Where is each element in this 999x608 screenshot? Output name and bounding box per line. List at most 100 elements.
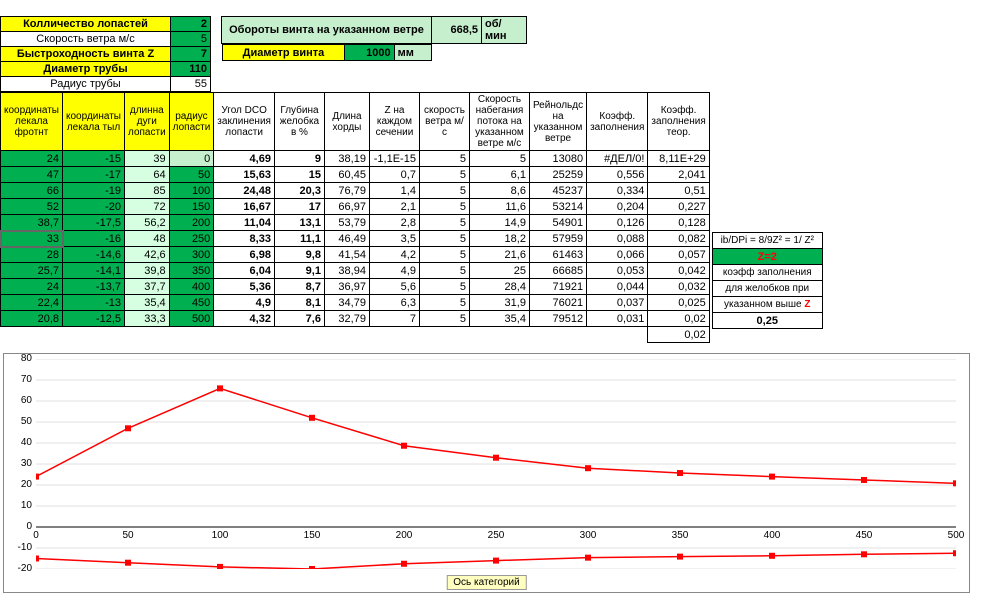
cell[interactable]: 0,037 <box>587 295 648 311</box>
cell[interactable]: -13,7 <box>63 279 125 295</box>
cell[interactable]: 5 <box>469 151 529 167</box>
cell[interactable]: 250 <box>169 231 214 247</box>
cell[interactable]: 8,7 <box>274 279 324 295</box>
cell[interactable]: 20,3 <box>274 183 324 199</box>
cell[interactable]: 5 <box>419 215 469 231</box>
cell[interactable]: -16 <box>63 231 125 247</box>
cell[interactable]: 31,9 <box>469 295 529 311</box>
cell[interactable]: 66,97 <box>324 199 369 215</box>
cell[interactable]: 5 <box>419 199 469 215</box>
cell[interactable]: 76021 <box>529 295 586 311</box>
cell[interactable]: 41,54 <box>324 247 369 263</box>
cell[interactable]: 0,053 <box>587 263 648 279</box>
cell[interactable]: 3,5 <box>369 231 419 247</box>
cell[interactable]: 0,031 <box>587 311 648 327</box>
cell[interactable]: 38,7 <box>1 215 63 231</box>
cell[interactable]: 0,556 <box>587 167 648 183</box>
cell[interactable]: -12,5 <box>63 311 125 327</box>
cell[interactable]: 2,041 <box>648 167 709 183</box>
cell[interactable]: 0,128 <box>648 215 709 231</box>
cell[interactable]: 28 <box>1 247 63 263</box>
cell[interactable]: 4,9 <box>214 295 275 311</box>
cell[interactable]: 5 <box>419 263 469 279</box>
cell[interactable]: 5 <box>419 279 469 295</box>
cell[interactable]: 15 <box>274 167 324 183</box>
cell[interactable]: 4,2 <box>369 247 419 263</box>
cell[interactable]: 0,7 <box>369 167 419 183</box>
cell[interactable]: 14,9 <box>469 215 529 231</box>
cell[interactable]: 33 <box>1 231 63 247</box>
cell[interactable]: 11,1 <box>274 231 324 247</box>
cell[interactable]: -13 <box>63 295 125 311</box>
cell[interactable]: 38,94 <box>324 263 369 279</box>
cell[interactable]: 13,1 <box>274 215 324 231</box>
cell[interactable]: 5 <box>419 311 469 327</box>
cell[interactable]: 450 <box>169 295 214 311</box>
cell[interactable]: 21,6 <box>469 247 529 263</box>
cell[interactable]: 20,8 <box>1 311 63 327</box>
param-value[interactable]: 2 <box>171 17 211 32</box>
cell[interactable]: 150 <box>169 199 214 215</box>
cell[interactable]: 24,48 <box>214 183 275 199</box>
cell[interactable]: 39 <box>125 151 170 167</box>
cell[interactable]: 500 <box>169 311 214 327</box>
cell[interactable]: 36,97 <box>324 279 369 295</box>
cell[interactable]: 66685 <box>529 263 586 279</box>
cell[interactable]: 52 <box>1 199 63 215</box>
cell[interactable]: -20 <box>63 199 125 215</box>
cell[interactable]: 46,49 <box>324 231 369 247</box>
cell[interactable]: 1,4 <box>369 183 419 199</box>
cell[interactable]: 13080 <box>529 151 586 167</box>
cell[interactable]: 53214 <box>529 199 586 215</box>
cell[interactable]: 0,334 <box>587 183 648 199</box>
cell[interactable]: 0,025 <box>648 295 709 311</box>
param-value[interactable]: 110 <box>171 62 211 77</box>
cell[interactable]: 17 <box>274 199 324 215</box>
cell[interactable]: 35,4 <box>469 311 529 327</box>
cell[interactable]: 8,1 <box>274 295 324 311</box>
cell[interactable]: 11,04 <box>214 215 275 231</box>
cell[interactable]: 9 <box>274 151 324 167</box>
cell[interactable]: 8,33 <box>214 231 275 247</box>
cell[interactable]: 5 <box>419 295 469 311</box>
cell[interactable]: 54901 <box>529 215 586 231</box>
cell[interactable]: 8,11E+29 <box>648 151 709 167</box>
cell[interactable]: 5 <box>419 183 469 199</box>
cell[interactable]: 0,044 <box>587 279 648 295</box>
param-value[interactable]: 7 <box>171 47 211 62</box>
cell[interactable]: 0,082 <box>648 231 709 247</box>
cell[interactable]: 11,6 <box>469 199 529 215</box>
cell[interactable]: 25 <box>469 263 529 279</box>
cell[interactable]: 5,6 <box>369 279 419 295</box>
cell[interactable]: 39,8 <box>125 263 170 279</box>
cell[interactable]: 7,6 <box>274 311 324 327</box>
cell[interactable]: 200 <box>169 215 214 231</box>
cell[interactable]: -14,1 <box>63 263 125 279</box>
cell[interactable]: -1,1E-15 <box>369 151 419 167</box>
cell[interactable]: 100 <box>169 183 214 199</box>
cell[interactable]: 0,227 <box>648 199 709 215</box>
cell[interactable]: 0,126 <box>587 215 648 231</box>
cell[interactable]: 2,1 <box>369 199 419 215</box>
cell[interactable]: 24 <box>1 151 63 167</box>
cell[interactable]: 60,45 <box>324 167 369 183</box>
cell[interactable]: 400 <box>169 279 214 295</box>
cell[interactable]: 0,204 <box>587 199 648 215</box>
cell[interactable]: 57959 <box>529 231 586 247</box>
param-value[interactable]: 5 <box>171 32 211 47</box>
cell[interactable]: 61463 <box>529 247 586 263</box>
cell[interactable]: 9,8 <box>274 247 324 263</box>
cell[interactable]: 42,6 <box>125 247 170 263</box>
cell[interactable]: 5 <box>419 151 469 167</box>
cell[interactable]: 53,79 <box>324 215 369 231</box>
cell[interactable]: 25259 <box>529 167 586 183</box>
cell[interactable]: 8,6 <box>469 183 529 199</box>
cell[interactable]: 37,7 <box>125 279 170 295</box>
cell[interactable]: 72 <box>125 199 170 215</box>
cell[interactable]: 47 <box>1 167 63 183</box>
cell[interactable]: 56,2 <box>125 215 170 231</box>
cell[interactable]: 6,3 <box>369 295 419 311</box>
cell[interactable]: 0,51 <box>648 183 709 199</box>
cell[interactable]: 0,057 <box>648 247 709 263</box>
cell[interactable]: 66 <box>1 183 63 199</box>
